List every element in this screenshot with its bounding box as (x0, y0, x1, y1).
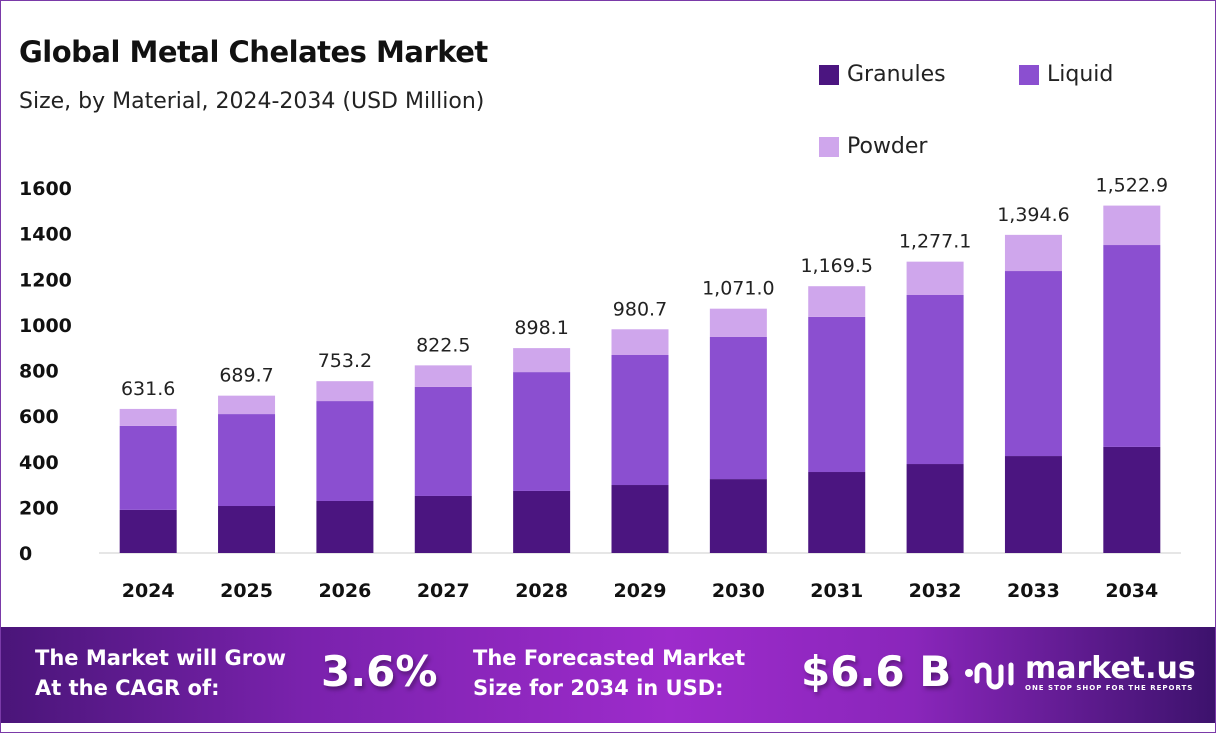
forecast-label: The Forecasted Market Size for 2034 in U… (473, 643, 745, 703)
legend-swatch (1019, 64, 1039, 85)
x-tick-label: 2025 (220, 580, 273, 602)
total-data-label: 1,071.0 (702, 278, 775, 300)
total-data-label: 822.5 (416, 334, 470, 356)
bar-segment-powder (1004, 234, 1062, 272)
legend-swatch (819, 64, 839, 85)
x-tick-label: 2032 (909, 580, 962, 602)
y-tick-label: 1600 (19, 178, 72, 200)
total-data-label: 753.2 (318, 350, 372, 372)
cagr-label-line: The Market will Grow (35, 646, 286, 670)
bar-segment-liquid (1103, 245, 1161, 447)
bar-segment-powder (316, 381, 374, 402)
bar-segment-powder (218, 395, 276, 415)
bar-segment-granules (119, 509, 177, 553)
bar-segment-liquid (414, 386, 472, 496)
x-tick-label: 2027 (417, 580, 470, 602)
y-tick-label: 800 (19, 361, 59, 383)
bar-segment-granules (709, 479, 767, 553)
x-tick-label: 2029 (614, 580, 667, 602)
bar-segment-powder (808, 286, 866, 317)
total-data-label: 1,169.5 (800, 255, 873, 277)
x-tick-label: 2031 (810, 580, 863, 602)
chart-title: Global Metal Chelates Market (19, 35, 488, 69)
bar-segment-powder (611, 329, 669, 355)
legend-label: Liquid (1047, 62, 1114, 87)
forecast-label-line: The Forecasted Market (473, 646, 746, 670)
bar-segment-liquid (1004, 271, 1062, 457)
bar-segment-powder (1103, 205, 1161, 246)
bar-segment-granules (1004, 456, 1062, 553)
x-tick-label: 2030 (712, 580, 765, 602)
forecast-value: $6.6 B (801, 647, 952, 696)
bar-segment-powder (906, 261, 964, 295)
bar-segment-liquid (906, 294, 964, 465)
total-data-label: 689.7 (219, 365, 273, 387)
bar-segment-liquid (316, 401, 374, 501)
total-data-label: 898.1 (514, 317, 568, 339)
bar-segment-liquid (218, 414, 276, 507)
x-tick-label: 2034 (1105, 580, 1158, 602)
bar-segment-powder (414, 365, 472, 387)
bar-segment-liquid (611, 354, 669, 486)
cagr-label-line: At the CAGR of: (35, 676, 220, 700)
bar-segment-granules (1103, 446, 1161, 553)
x-tick-label: 2028 (515, 580, 568, 602)
cagr-value: 3.6% (321, 647, 438, 696)
bar-segment-granules (414, 495, 472, 553)
legend-label: Powder (847, 134, 928, 159)
legend-item-powder: Powder (819, 134, 927, 159)
bar-segment-granules (316, 500, 374, 553)
total-data-label: 1,522.9 (1096, 175, 1169, 197)
legend-item-granules: Granules (819, 62, 946, 87)
bar-segment-granules (611, 485, 669, 553)
bar-segment-powder (119, 408, 177, 426)
total-data-label: 980.7 (613, 298, 667, 320)
summary-banner: The Market will Grow At the CAGR of: 3.6… (1, 627, 1215, 723)
forecast-label-line: Size for 2034 in USD: (473, 676, 724, 700)
total-data-label: 1,277.1 (899, 231, 972, 253)
x-tick-label: 2026 (318, 580, 371, 602)
y-tick-label: 0 (19, 543, 32, 565)
bar-segment-granules (906, 464, 964, 553)
bar-segment-liquid (808, 316, 866, 473)
y-tick-label: 1400 (19, 224, 72, 246)
cagr-label: The Market will Grow At the CAGR of: (35, 643, 286, 703)
bar-segment-powder (513, 348, 571, 373)
x-tick-label: 2033 (1007, 580, 1060, 602)
brand-name: market.us (1025, 651, 1196, 686)
plot-area: 0 200 400 600 800 1000 1200 1400 1600 631.6 2024 68… (19, 175, 1181, 602)
legend-item-liquid: Liquid (1019, 62, 1113, 87)
y-tick-label: 1000 (19, 315, 72, 337)
legend-swatch (819, 136, 839, 157)
bar-segment-liquid (513, 372, 571, 491)
bar-segment-granules (808, 472, 866, 553)
bar-segment-granules (218, 506, 276, 553)
bar-segment-powder (709, 308, 767, 337)
market-us-logo-icon (965, 662, 1014, 690)
y-tick-label: 200 (19, 497, 59, 519)
x-tick-label: 2024 (122, 580, 175, 602)
y-tick-label: 400 (19, 452, 59, 474)
y-tick-label: 600 (19, 406, 59, 428)
bar-segment-granules (513, 490, 571, 553)
legend-label: Granules (847, 62, 946, 87)
bar-segment-liquid (709, 336, 767, 480)
bar-segment-liquid (119, 425, 177, 510)
brand-logo: market.us ONE STOP SHOP FOR THE REPORTS (963, 653, 1196, 693)
total-data-label: 631.6 (121, 378, 175, 400)
y-tick-label: 1200 (19, 269, 72, 291)
brand-tagline: ONE STOP SHOP FOR THE REPORTS (1025, 684, 1194, 692)
chart-subtitle: Size, by Material, 2024-2034 (USD Millio… (19, 89, 485, 114)
total-data-label: 1,394.6 (997, 204, 1070, 226)
